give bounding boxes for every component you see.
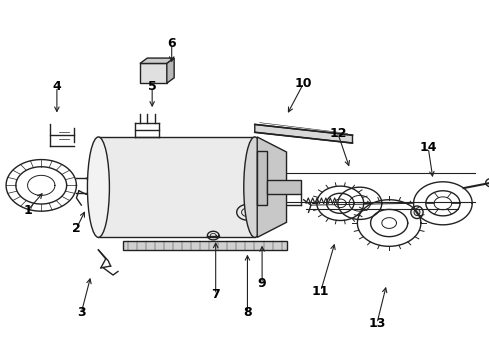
Text: 11: 11 [312, 285, 329, 298]
Text: 7: 7 [211, 288, 220, 301]
Text: 6: 6 [168, 37, 176, 50]
Text: 14: 14 [419, 141, 437, 154]
Text: 2: 2 [72, 222, 81, 235]
Bar [140, 63, 167, 83]
Text: 9: 9 [258, 278, 267, 291]
Polygon shape [255, 125, 352, 143]
Ellipse shape [244, 137, 266, 237]
Ellipse shape [411, 206, 423, 219]
Text: 10: 10 [295, 77, 313, 90]
Text: 8: 8 [243, 306, 252, 319]
Polygon shape [257, 137, 287, 237]
Text: 5: 5 [148, 80, 156, 93]
Text: 4: 4 [52, 80, 61, 93]
Polygon shape [140, 58, 174, 63]
Text: 13: 13 [368, 317, 386, 330]
Bar [98, 137, 255, 237]
Polygon shape [267, 180, 301, 194]
Polygon shape [123, 241, 287, 250]
Text: 1: 1 [23, 204, 32, 217]
Polygon shape [257, 151, 267, 205]
Polygon shape [167, 58, 174, 83]
Ellipse shape [87, 137, 109, 237]
Ellipse shape [414, 209, 420, 216]
Text: 3: 3 [77, 306, 86, 319]
Text: 12: 12 [329, 127, 346, 140]
